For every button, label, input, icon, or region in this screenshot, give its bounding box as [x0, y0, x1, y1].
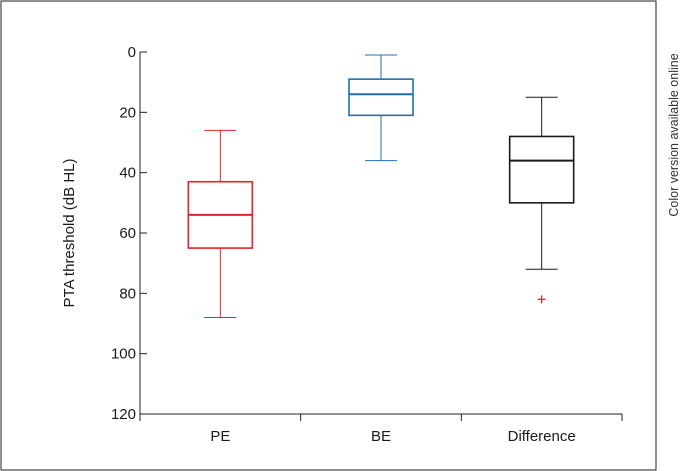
figure-border — [0, 0, 657, 471]
iqr-box — [508, 135, 575, 204]
x-tick-label: PE — [210, 428, 230, 445]
x-tick-label: Difference — [508, 428, 576, 445]
y-tick-label: 60 — [119, 225, 136, 242]
x-axis-ticks: PE BE Difference — [139, 414, 623, 445]
box-pe — [187, 129, 254, 318]
y-tick-label: 80 — [119, 285, 136, 302]
y-tick-label: 40 — [119, 165, 136, 182]
y-tick-label: 20 — [119, 104, 136, 121]
x-tick-label: BE — [371, 428, 391, 445]
side-note: Color version available online — [667, 53, 681, 216]
y-axis-title: PTA threshold (dB HL) — [61, 159, 78, 308]
iqr-box — [348, 78, 414, 117]
box-plots — [187, 54, 575, 318]
y-tick-label: 0 — [128, 44, 136, 61]
y-axis-ticks: 0 20 40 60 80 100 120 — [111, 44, 147, 423]
y-tick-label: 120 — [111, 406, 136, 423]
box-be — [348, 54, 414, 162]
y-tick-label: 100 — [111, 346, 136, 363]
box-difference — [508, 96, 575, 304]
